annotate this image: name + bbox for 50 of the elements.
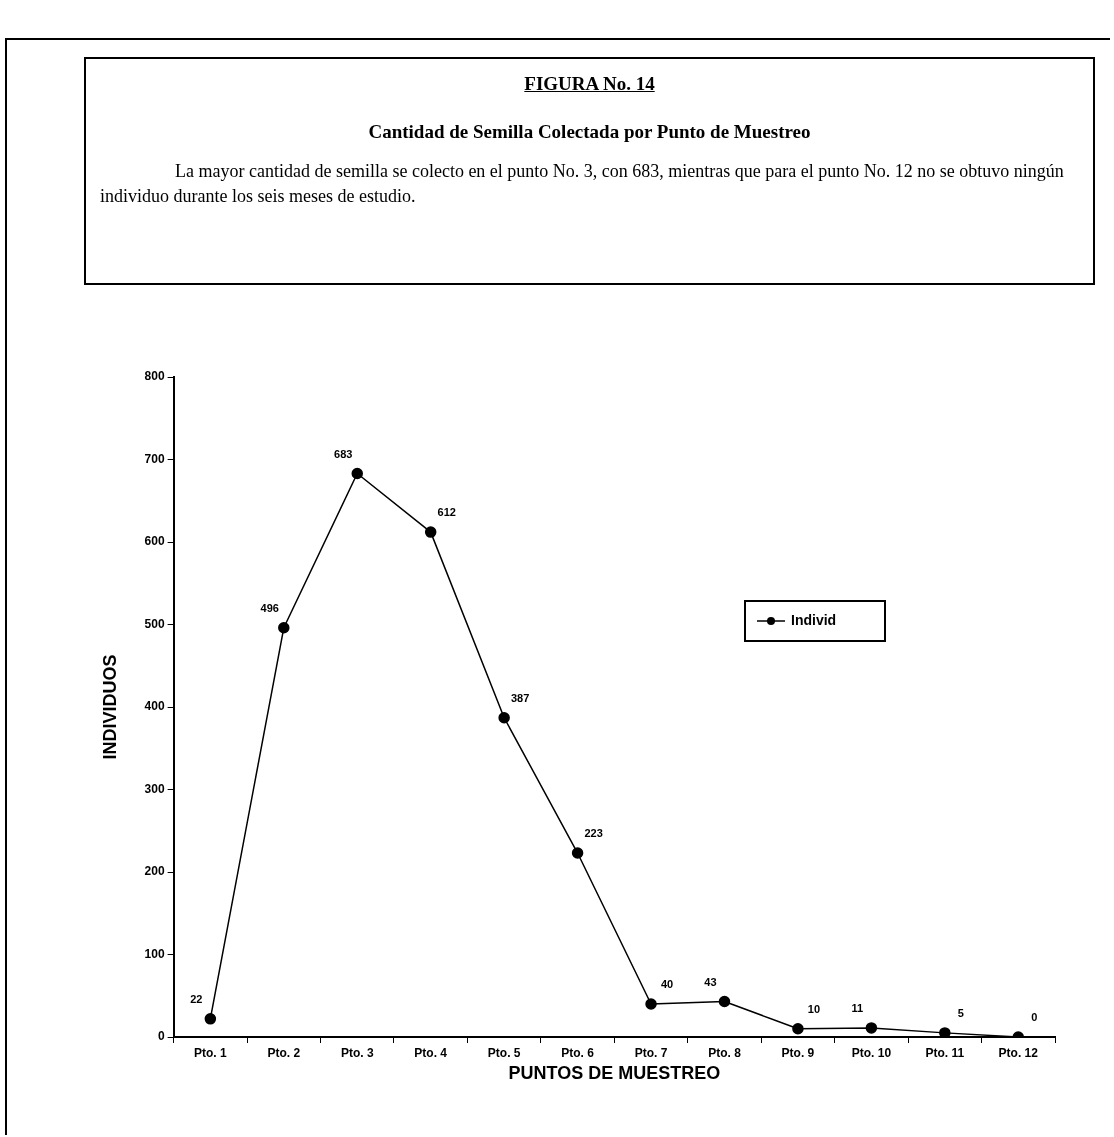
x-tick-label: Pto. 12	[998, 1045, 1039, 1060]
y-tick-label: 0	[157, 1029, 165, 1044]
text: La mayor cantidad de semilla se colecto en el punto No. 3, con 683, mientras que para el punto No. 12 no se obtuvo ningún individuo durante los seis meses de estudio.	[100, 160, 1065, 208]
x-tick-label: Pto. 2	[267, 1045, 301, 1060]
point	[939, 1027, 951, 1037]
point	[571, 847, 584, 859]
y-tick-label: 300	[144, 781, 165, 796]
data-label: 40	[660, 978, 674, 990]
data-label: 683	[334, 447, 353, 460]
chart-subtitle: Cantidad de Semilla Colectada por Punto de Muestreo	[367, 121, 812, 143]
point	[424, 526, 437, 538]
x-tick-label: Pto. 3	[340, 1045, 374, 1060]
data-label: 496	[260, 601, 279, 614]
y-tick-label: 800	[144, 369, 165, 384]
data-label: 0	[1031, 1011, 1038, 1023]
x-tick-label: Pto. 7	[634, 1045, 668, 1060]
y-tick-label: 200	[144, 864, 165, 879]
point	[645, 998, 657, 1010]
x-tick-label: Pto. 10	[851, 1045, 892, 1060]
point	[204, 1013, 217, 1025]
y-tick-label: 100	[144, 946, 165, 961]
x-tick-label: Pto. 8	[708, 1045, 742, 1060]
point	[278, 622, 290, 634]
x-tick-label: Pto. 5	[487, 1045, 521, 1060]
y-tick-label: 600	[144, 534, 165, 549]
point	[498, 711, 510, 724]
x-tick-label: Pto. 1	[194, 1045, 228, 1060]
x-tick-label: Pto. 9	[781, 1045, 815, 1060]
y-tick-label: 400	[144, 699, 165, 714]
y-tick-label: 700	[144, 451, 165, 466]
point	[865, 1022, 878, 1034]
data-label: 5	[957, 1006, 964, 1019]
legend-label: Individ	[791, 611, 837, 628]
y-axis-title: INDIVIDUOS	[99, 654, 120, 760]
data-label: 10	[807, 1002, 821, 1015]
data-label: 387	[510, 691, 530, 704]
data-label: 612	[437, 506, 456, 519]
y-tick-label: 500	[144, 616, 165, 631]
point	[792, 1023, 804, 1035]
data-label: 223	[584, 827, 603, 840]
point	[351, 467, 363, 480]
x-tick-label: Pto. 11	[925, 1045, 965, 1060]
data-label: 11	[851, 1001, 864, 1014]
x-tick-label: Pto. 4	[414, 1045, 448, 1060]
chart-title: FIGURA No. 14	[523, 73, 656, 95]
data-label: 22	[190, 992, 203, 1005]
x-axis-title: PUNTOS DE MUESTREO	[508, 1063, 721, 1084]
x-tick-label: Pto. 6	[561, 1045, 595, 1060]
data-label: 43	[704, 975, 717, 988]
point	[718, 995, 731, 1008]
